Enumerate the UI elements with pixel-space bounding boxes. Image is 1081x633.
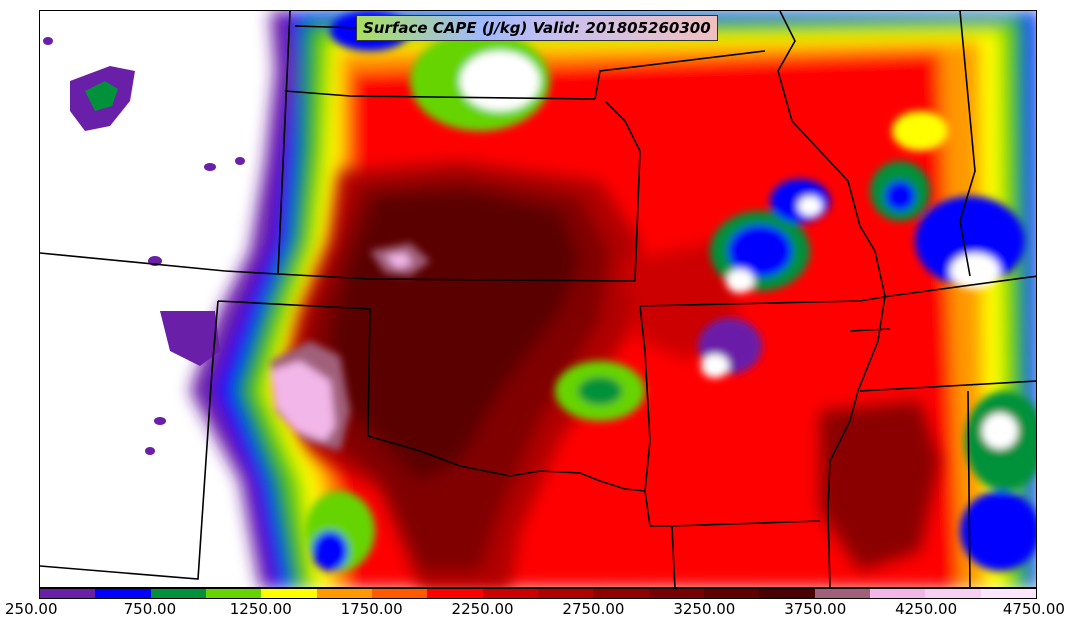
colorbar-segment: [869, 589, 926, 598]
colorbar-segment: [427, 589, 483, 598]
colorbar-segment: [95, 589, 151, 598]
colorbar-tick-label: 2750.00: [562, 600, 625, 618]
colorbar-tick-label: 1250.00: [229, 600, 292, 618]
colorbar-segment: [648, 589, 704, 598]
cape-low-patches: [305, 11, 1036, 571]
colorbar-tick-label: 3750.00: [784, 600, 847, 618]
colorbar-tick-label: 2250.00: [451, 600, 514, 618]
state-borders: [40, 11, 1036, 587]
colorbar-tick-label: 3250.00: [673, 600, 736, 618]
fringe-speckles: [43, 37, 245, 455]
colorbar-segment: [205, 589, 262, 598]
colorbar-segment: [925, 589, 981, 598]
colorbar-segment: [261, 589, 317, 598]
colorbar-segment: [482, 589, 538, 598]
map-title: Surface CAPE (J/kg) Valid: 201805260300: [356, 15, 718, 41]
colorbar-segment: [316, 589, 372, 598]
colorbar-segment: [371, 589, 428, 598]
colorbar-segment: [980, 589, 1036, 598]
map-panel: [39, 10, 1037, 588]
colorbar-segment: [593, 589, 649, 598]
cape-max-region: [270, 243, 430, 451]
colorbar: [39, 588, 1037, 599]
colorbar-segment: [759, 589, 815, 598]
colorbar-tick-label: 750.00: [123, 600, 177, 618]
colorbar-tick-label: 250.00: [5, 600, 58, 618]
colorbar-ticks: 250.00 750.00 1250.00 1750.00 2250.00 2750.00…: [0, 600, 1081, 630]
colorbar-tick-label: 4250.00: [895, 600, 958, 618]
colorbar-segment: [537, 589, 594, 598]
colorbar-segment: [150, 589, 206, 598]
colorbar-tick-label: 4750.00: [1002, 600, 1065, 618]
colorbar-segment: [703, 589, 760, 598]
colorbar-tick-label: 1750.00: [340, 600, 403, 618]
cape-field-map: [40, 11, 1036, 587]
colorbar-segment: [40, 589, 96, 598]
colorbar-segment: [814, 589, 870, 598]
